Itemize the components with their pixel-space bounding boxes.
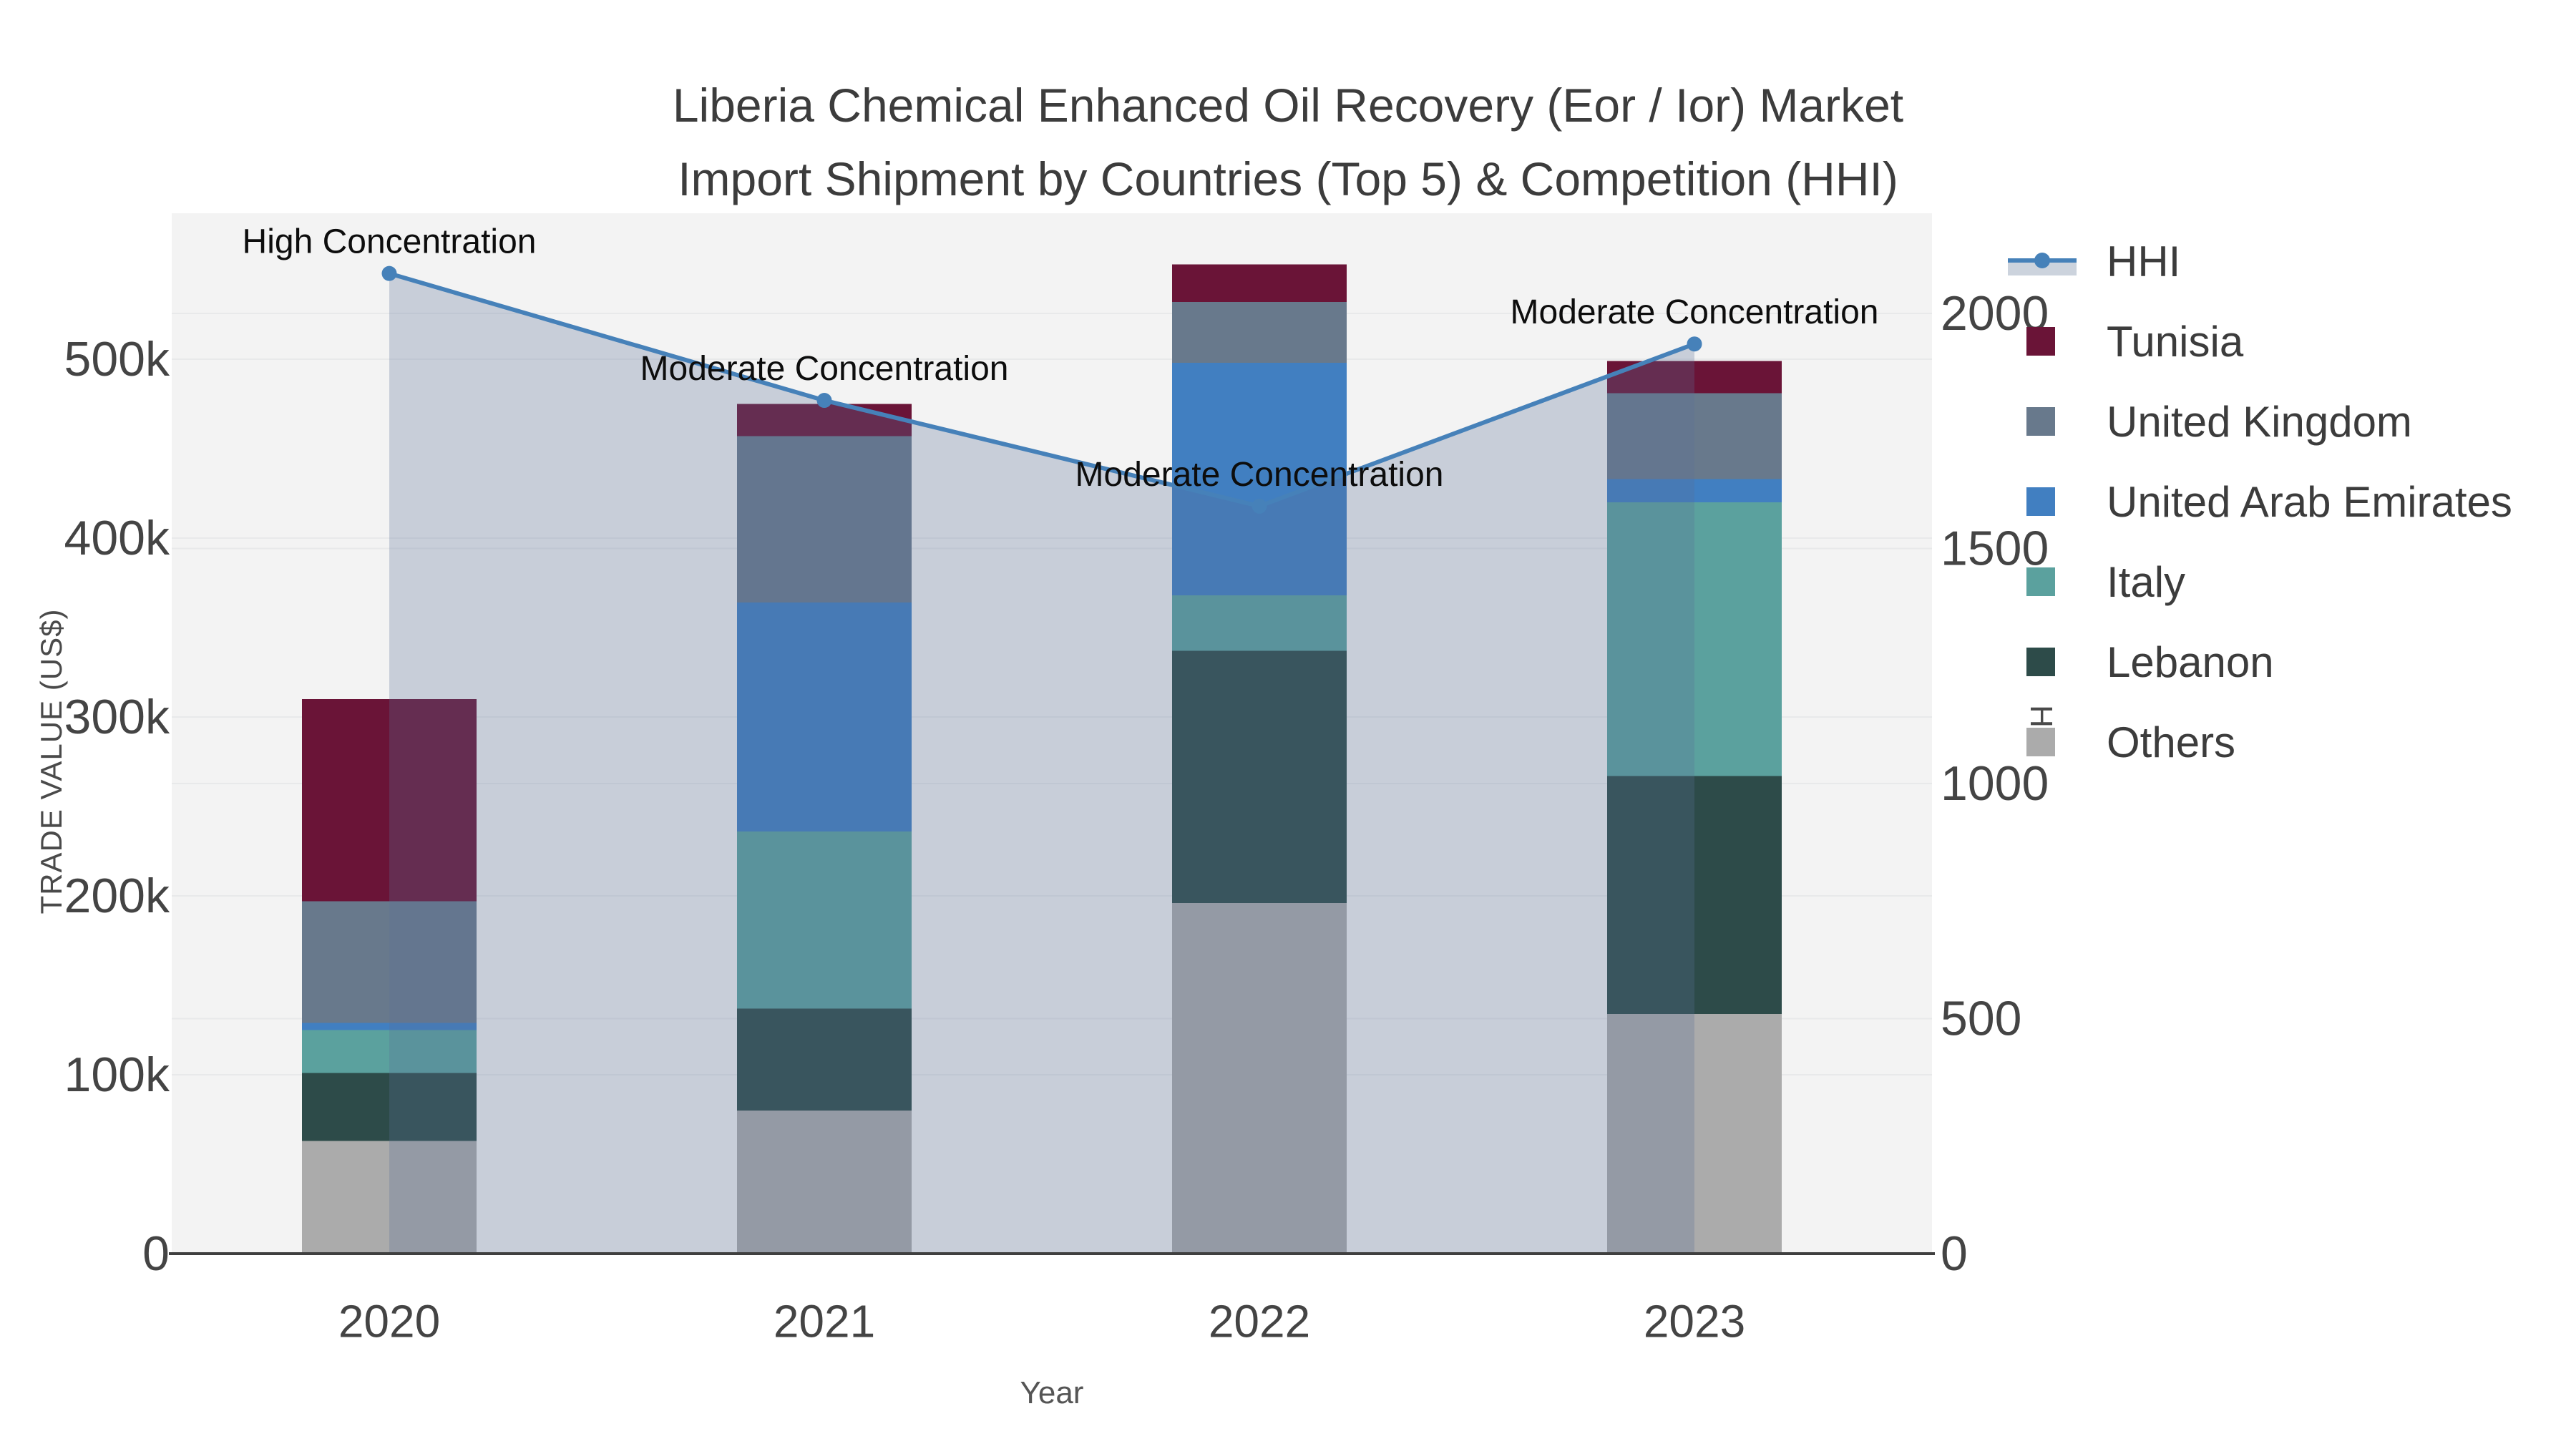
bar-segment-united-kingdom-2021[interactable] — [737, 436, 912, 603]
bar-segment-italy-2020[interactable] — [302, 1030, 477, 1073]
y-left-tick-300k: 300k — [64, 690, 170, 744]
bar-segment-tunisia-2020[interactable] — [302, 699, 477, 902]
x-axis-title: Year — [1020, 1375, 1084, 1410]
legend-label: United Arab Emirates — [2107, 477, 2512, 526]
bar-segment-united-kingdom-2023[interactable] — [1607, 393, 1782, 479]
chart-title-line1: Liberia Chemical Enhanced Oil Recovery (… — [672, 79, 1904, 132]
legend-label: United Kingdom — [2107, 397, 2412, 446]
bar-segment-lebanon-2022[interactable] — [1172, 650, 1347, 904]
legend-item-united-kingdom[interactable]: United Kingdom — [2004, 381, 2512, 462]
bar-segment-united-kingdom-2020[interactable] — [302, 901, 477, 1023]
y-right-tick-0: 0 — [1941, 1226, 1968, 1281]
y-left-tick-400k: 400k — [64, 511, 170, 565]
legend-swatch — [2004, 327, 2078, 356]
bar-segment-united-arab-emirates-2021[interactable] — [737, 602, 912, 831]
legend-swatch — [2004, 567, 2078, 596]
bar-segment-united-arab-emirates-2023[interactable] — [1607, 479, 1782, 503]
hhi-marker-2021[interactable] — [816, 393, 832, 409]
bar-segment-others-2021[interactable] — [737, 1111, 912, 1254]
annotation-2023: Moderate Concentration — [1511, 293, 1879, 331]
legend-item-lebanon[interactable]: Lebanon — [2004, 622, 2512, 702]
bar-segment-lebanon-2021[interactable] — [737, 1008, 912, 1111]
legend-swatch — [2004, 648, 2078, 676]
x-tick-2021: 2021 — [774, 1295, 875, 1347]
bar-segment-tunisia-2021[interactable] — [737, 404, 912, 436]
hhi-line[interactable] — [389, 271, 1696, 509]
legend-item-hhi[interactable]: HHI — [2004, 221, 2512, 301]
legend-item-tunisia[interactable]: Tunisia — [2004, 301, 2512, 381]
y-right-tick-1500: 1500 — [1941, 522, 2049, 576]
hhi-marker-2022[interactable] — [1252, 498, 1267, 514]
bar-segment-tunisia-2022[interactable] — [1172, 264, 1347, 303]
bar-segment-united-kingdom-2022[interactable] — [1172, 302, 1347, 363]
legend-line-symbol — [2004, 247, 2078, 275]
y-left-tick-100k: 100k — [64, 1048, 170, 1102]
annotation-2020: High Concentration — [243, 223, 537, 261]
y-left-tick-500k: 500k — [64, 332, 170, 386]
legend-item-italy[interactable]: Italy — [2004, 542, 2512, 622]
annotation-2022: Moderate Concentration — [1075, 456, 1444, 494]
legend-swatch — [2004, 728, 2078, 756]
y-left-tick-200k: 200k — [64, 869, 170, 923]
chart-title: Liberia Chemical Enhanced Oil Recovery (… — [0, 69, 2576, 216]
hhi-marker-2020[interactable] — [381, 265, 397, 281]
chart-title-line2: Import Shipment by Countries (Top 5) & C… — [678, 152, 1898, 205]
legend-label: Lebanon — [2107, 638, 2274, 686]
legend-swatch — [2004, 407, 2078, 436]
legend-label: Tunisia — [2107, 317, 2244, 366]
legend-item-united-arab-emirates[interactable]: United Arab Emirates — [2004, 462, 2512, 542]
legend: HHI Tunisia United Kingdom United Arab Emir… — [2004, 221, 2512, 782]
annotation-2021: Moderate Concentration — [640, 350, 1009, 388]
y-axis-title-left: TRADE VALUE (US$) — [34, 608, 68, 914]
legend-label: HHI — [2107, 237, 2181, 286]
hhi-area-fill — [389, 273, 1694, 1254]
x-tick-2022: 2022 — [1209, 1295, 1310, 1347]
bar-segment-others-2020[interactable] — [302, 1141, 477, 1254]
legend-item-others[interactable]: Others — [2004, 702, 2512, 782]
x-tick-2023: 2023 — [1644, 1295, 1745, 1347]
bar-segment-united-arab-emirates-2020[interactable] — [302, 1023, 477, 1030]
x-tick-2020: 2020 — [338, 1295, 440, 1347]
legend-label: Italy — [2107, 557, 2186, 606]
bar-segment-italy-2023[interactable] — [1607, 502, 1782, 776]
bar-segment-united-arab-emirates-2022[interactable] — [1172, 363, 1347, 595]
legend-label: Others — [2107, 718, 2236, 766]
hhi-marker-2023[interactable] — [1687, 336, 1702, 352]
y-left-tick-0: 0 — [142, 1226, 170, 1281]
y-right-tick-500: 500 — [1941, 992, 2021, 1046]
bar-segment-italy-2021[interactable] — [737, 831, 912, 1009]
bar-segment-lebanon-2020[interactable] — [302, 1073, 477, 1141]
bar-segment-italy-2022[interactable] — [1172, 595, 1347, 651]
y-right-tick-1000: 1000 — [1941, 756, 2049, 811]
legend-swatch — [2004, 487, 2078, 516]
bar-segment-others-2023[interactable] — [1607, 1014, 1782, 1254]
bar-segment-others-2022[interactable] — [1172, 903, 1347, 1254]
bar-segment-lebanon-2023[interactable] — [1607, 776, 1782, 1015]
